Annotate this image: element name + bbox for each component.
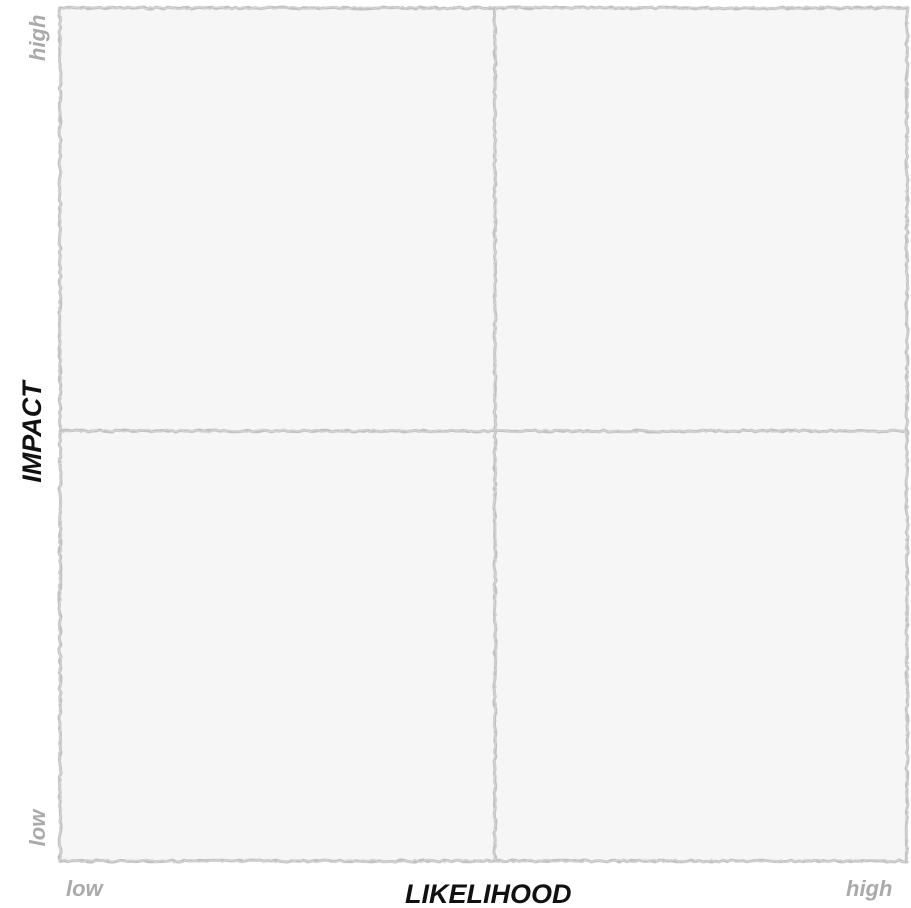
border-left-line-sketch: [57, 7, 63, 862]
x-axis-low-label: low: [66, 876, 103, 901]
y-axis-low-label: low: [25, 809, 50, 847]
grid-lines: [57, 5, 910, 864]
quadrant-bottom-right: [495, 431, 907, 861]
vertical-divider-line-sketch: [492, 7, 498, 862]
x-axis-high-label: high: [846, 876, 893, 901]
border-top-line-sketch: [59, 5, 908, 11]
y-axis-high-label: high: [25, 14, 50, 61]
quadrant-bottom-left: [60, 431, 495, 861]
quadrant-top-right: [495, 8, 907, 431]
quadrant-top-left: [60, 8, 495, 431]
x-axis-title: LIKELIHOOD: [405, 879, 572, 908]
y-axis-title: IMPACT: [17, 381, 47, 483]
border-right-line-sketch: [904, 7, 910, 862]
border-bottom-line-sketch: [59, 858, 908, 864]
horizontal-divider-line-sketch: [59, 428, 908, 434]
